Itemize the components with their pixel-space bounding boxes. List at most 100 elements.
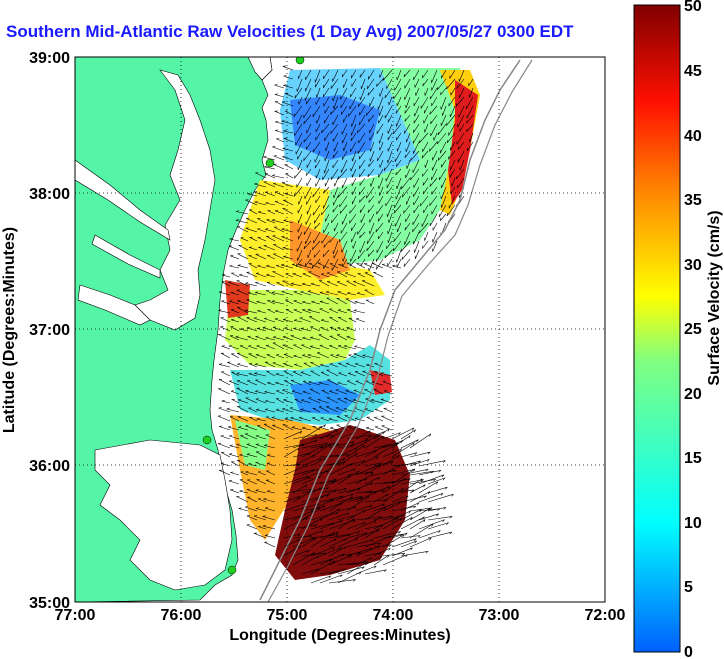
- velocity-arrow: [292, 552, 315, 566]
- velocity-arrow-head: [387, 428, 390, 432]
- velocity-arrow: [332, 132, 339, 142]
- velocity-arrow-head: [265, 408, 269, 410]
- velocity-arrow: [355, 520, 377, 530]
- velocity-arrow: [409, 451, 431, 458]
- velocity-arrow: [422, 78, 429, 87]
- velocity-arrow: [400, 460, 421, 467]
- velocity-arrow: [284, 110, 294, 116]
- velocity-arrow: [373, 428, 390, 440]
- velocity-arrow-head: [449, 516, 453, 519]
- velocity-arrow: [266, 491, 276, 494]
- velocity-arrow-head: [266, 273, 270, 276]
- velocity-arrow: [373, 485, 391, 494]
- velocity-arrow: [237, 460, 249, 467]
- velocity-arrow: [337, 515, 354, 521]
- velocity-arrow: [274, 111, 285, 116]
- velocity-arrow: [333, 240, 339, 254]
- velocity-arrow: [382, 554, 408, 566]
- velocity-arrow: [237, 416, 249, 422]
- velocity-arrow-head: [265, 228, 269, 230]
- velocity-arrow-head: [297, 533, 301, 537]
- velocity-arrow-head: [265, 399, 269, 402]
- velocity-arrow-head: [238, 426, 242, 428]
- velocity-arrow: [382, 381, 393, 386]
- velocity-arrow: [359, 204, 366, 213]
- velocity-arrow-head: [239, 490, 243, 492]
- velocity-arrow-head: [339, 210, 341, 214]
- velocity-arrow: [283, 319, 294, 323]
- velocity-arrow: [365, 398, 375, 404]
- velocity-arrow: [255, 254, 267, 260]
- velocity-arrow-head: [431, 523, 434, 527]
- velocity-arrow: [301, 507, 321, 512]
- velocity-arrow: [275, 382, 285, 386]
- velocity-arrow-head: [378, 542, 381, 546]
- velocity-arrow-head: [245, 389, 249, 392]
- velocity-arrow: [321, 390, 330, 395]
- velocity-arrow-head: [388, 547, 391, 551]
- velocity-arrow-head: [293, 319, 297, 321]
- velocity-arrow: [355, 464, 380, 476]
- velocity-arrow: [228, 345, 240, 350]
- velocity-arrow-head: [305, 517, 308, 521]
- velocity-arrow-head: [283, 362, 287, 364]
- velocity-arrow: [319, 308, 330, 314]
- velocity-arrow: [298, 195, 303, 205]
- velocity-arrow-head: [377, 434, 380, 438]
- velocity-arrow: [418, 530, 441, 539]
- velocity-arrow: [446, 114, 456, 126]
- velocity-arrow: [271, 219, 285, 224]
- velocity-arrow: [283, 475, 309, 485]
- velocity-arrow-head: [310, 345, 314, 347]
- velocity-arrow: [220, 317, 231, 323]
- velocity-arrow: [302, 309, 312, 314]
- velocity-arrow-head: [440, 217, 442, 221]
- velocity-arrow: [395, 105, 402, 114]
- velocity-arrow: [375, 222, 384, 233]
- velocity-arrow-head: [362, 510, 365, 513]
- velocity-arrow: [437, 123, 447, 136]
- velocity-arrow: [409, 433, 431, 449]
- velocity-arrow-head: [414, 538, 417, 542]
- velocity-arrow-head: [357, 470, 360, 474]
- velocity-arrow: [404, 87, 411, 100]
- velocity-arrow: [325, 141, 330, 151]
- velocity-arrow-head: [314, 439, 318, 443]
- velocity-arrow-head: [375, 456, 379, 459]
- velocity-arrow-head: [291, 282, 294, 284]
- velocity-arrow: [382, 69, 393, 81]
- velocity-arrow: [283, 443, 305, 449]
- velocity-arrow-head: [340, 574, 343, 578]
- velocity-arrow-head: [351, 441, 355, 444]
- velocity-arrow: [316, 114, 321, 124]
- velocity-arrow-head: [309, 535, 312, 538]
- velocity-arrow: [418, 519, 445, 530]
- velocity-arrow: [336, 281, 348, 287]
- velocity-arrow-head: [419, 230, 421, 234]
- velocity-arrow-head: [300, 371, 304, 373]
- velocity-arrow-head: [337, 194, 339, 198]
- velocity-arrow: [359, 231, 366, 239]
- velocity-arrow-head: [394, 209, 396, 214]
- velocity-arrow-head: [257, 228, 261, 230]
- velocity-arrow: [367, 168, 375, 178]
- velocity-arrow: [229, 445, 240, 449]
- velocity-arrow: [275, 130, 285, 134]
- velocity-arrow: [325, 291, 339, 296]
- velocity-arrow: [296, 177, 303, 188]
- velocity-arrow: [404, 150, 411, 158]
- velocity-arrow: [272, 327, 285, 332]
- velocity-arrow: [272, 342, 285, 350]
- velocity-arrow-head: [442, 477, 446, 481]
- velocity-arrow: [373, 493, 389, 503]
- velocity-arrow-head: [354, 300, 358, 303]
- velocity-arrow: [427, 522, 449, 530]
- velocity-arrow: [323, 222, 330, 234]
- velocity-arrow-head: [335, 534, 339, 537]
- velocity-arrow-head: [297, 496, 301, 499]
- velocity-arrow-head: [333, 560, 336, 564]
- velocity-arrow-head: [284, 327, 288, 329]
- velocity-arrow: [406, 132, 411, 143]
- velocity-arrow: [326, 369, 339, 377]
- velocity-arrow-head: [235, 219, 239, 221]
